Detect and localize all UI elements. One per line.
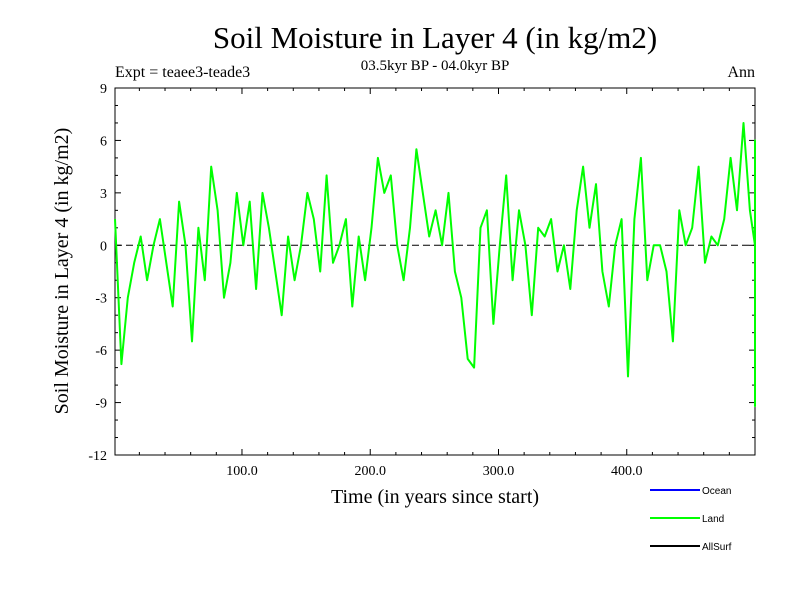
legend-label-ocean: Ocean — [702, 486, 731, 497]
y-tick-label: -3 — [95, 292, 107, 307]
legend: Ocean Land AllSurf — [650, 486, 732, 553]
experiment-label: Expt = teaee3-teade3 — [115, 64, 250, 81]
x-tick-label: 200.0 — [354, 464, 386, 479]
y-tick-label: 0 — [100, 239, 107, 254]
chart-title: Soil Moisture in Layer 4 (in kg/m2) — [213, 20, 657, 55]
y-tick-label: -12 — [88, 449, 107, 464]
x-tick-label: 400.0 — [611, 464, 643, 479]
y-tick-label: 6 — [100, 134, 107, 149]
plot-frame — [114, 87, 756, 456]
x-tick-label: 100.0 — [226, 464, 258, 479]
series-line-land — [114, 122, 756, 408]
y-tick-label: -6 — [95, 344, 107, 359]
y-axis-label: Soil Moisture in Layer 4 (in kg/m2) — [51, 128, 73, 415]
y-tick-label: -9 — [95, 397, 107, 412]
period-label: Ann — [727, 64, 755, 81]
x-axis-label: Time (in years since start) — [331, 486, 539, 508]
x-tick-label: 300.0 — [483, 464, 515, 479]
legend-label-allsurf: AllSurf — [702, 542, 732, 553]
y-tick-label: 9 — [100, 82, 107, 97]
x-axis: 100.0 200.0 300.0 400.0 — [138, 88, 730, 479]
legend-label-land: Land — [702, 514, 724, 525]
chart-subtitle: 03.5kyr BP - 04.0kyr BP — [361, 58, 510, 74]
y-tick-label: 3 — [100, 187, 107, 202]
series-layer — [114, 122, 756, 408]
